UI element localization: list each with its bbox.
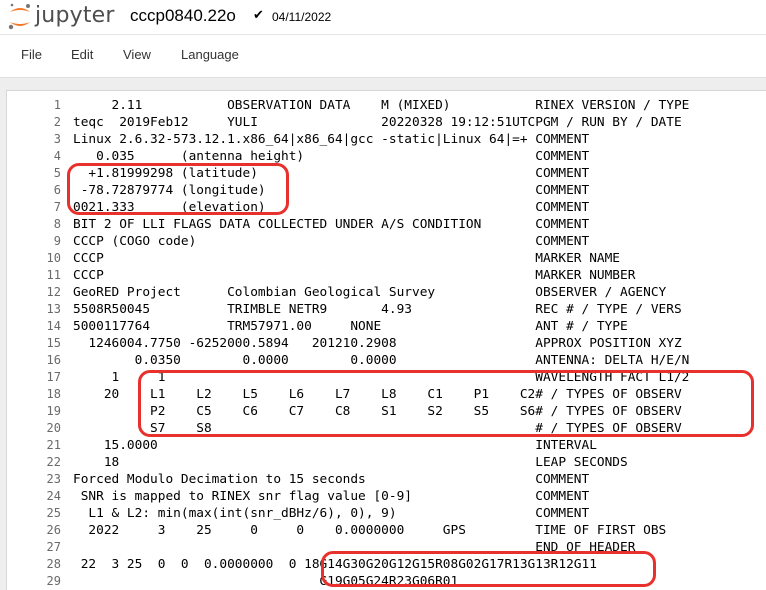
line-number: 14 bbox=[46, 319, 61, 333]
code-line[interactable]: L1 & L2: min(max(int(snr_dBHz/6), 0), 9)… bbox=[73, 506, 590, 521]
line-number: 1 bbox=[53, 98, 61, 112]
code-line[interactable]: BIT 2 OF LLI FLAGS DATA COLLECTED UNDER … bbox=[73, 217, 590, 232]
code-line[interactable]: 18 LEAP SECONDS bbox=[73, 455, 628, 470]
line-number: 5 bbox=[53, 166, 61, 180]
menu-view[interactable]: View bbox=[123, 47, 151, 62]
line-number: 7 bbox=[53, 200, 61, 214]
jupyter-logo-icon[interactable] bbox=[6, 2, 34, 32]
annotation-box-coordinates bbox=[67, 163, 289, 215]
code-line[interactable]: 5508R50045 TRIMBLE NETR9 4.93 REC # / TY… bbox=[73, 302, 682, 317]
annotation-box-observation-types bbox=[138, 370, 754, 437]
code-line[interactable]: 2.11 OBSERVATION DATA M (MIXED) RINEX VE… bbox=[73, 98, 690, 113]
line-number: 25 bbox=[46, 506, 61, 520]
line-number: 24 bbox=[46, 489, 61, 503]
code-line[interactable]: 0021.333 (elevation) COMMENT bbox=[73, 200, 590, 215]
line-number: 2 bbox=[53, 115, 61, 129]
line-number: 18 bbox=[46, 387, 61, 401]
line-number: 8 bbox=[53, 217, 61, 231]
line-number: 26 bbox=[46, 523, 61, 537]
code-line[interactable]: teqc 2019Feb12 YULI 20220328 19:12:51UTC… bbox=[73, 115, 682, 130]
code-line[interactable]: 2022 3 25 0 0 0.0000000 GPS TIME OF FIRS… bbox=[73, 523, 667, 538]
notebook-header: jupyter cccp0840.22o ✔ 04/11/2022 bbox=[0, 0, 766, 34]
file-content[interactable]: 2.11 OBSERVATION DATA M (MIXED) RINEX VE… bbox=[73, 97, 689, 590]
line-number-gutter: 1 2 3 4 5 6 7 8 9 10 11 12 13 14 15 16 17 18 19 20 21 22 23 24 2… bbox=[7, 97, 65, 590]
code-line[interactable]: -78.72879774 (longitude) COMMENT bbox=[73, 183, 590, 198]
code-line[interactable]: 0.0350 0.0000 0.0000 ANTENNA: DELTA H/E/… bbox=[73, 353, 690, 368]
line-number: 10 bbox=[46, 251, 61, 265]
line-number: 29 bbox=[46, 574, 61, 588]
line-number: 13 bbox=[46, 302, 61, 316]
menu-file[interactable]: File bbox=[21, 47, 42, 62]
line-number: 27 bbox=[46, 540, 61, 554]
line-number: 21 bbox=[46, 438, 61, 452]
annotation-box-satellite-list bbox=[321, 551, 656, 587]
code-line[interactable]: 22 3 25 0 0 0.0000000 0 18G14G30G20G12G1… bbox=[73, 557, 597, 572]
code-line[interactable]: 1246004.7750 -6252000.5894 201210.2908 A… bbox=[73, 336, 682, 351]
line-number: 28 bbox=[46, 557, 61, 571]
line-number: 19 bbox=[46, 404, 61, 418]
code-line[interactable]: 0.035 (antenna height) COMMENT bbox=[73, 149, 590, 164]
line-number: 4 bbox=[53, 149, 61, 163]
code-line[interactable]: GeoRED Project Colombian Geological Surv… bbox=[73, 285, 667, 300]
line-number: 9 bbox=[53, 234, 61, 248]
last-modified-date: 04/11/2022 bbox=[272, 10, 332, 24]
code-line[interactable]: CCCP MARKER NUMBER bbox=[73, 268, 636, 283]
line-number: 23 bbox=[46, 472, 61, 486]
code-line[interactable]: CCCP MARKER NAME bbox=[73, 251, 621, 266]
text-editor[interactable]: 1 2 3 4 5 6 7 8 9 10 11 12 13 14 15 16 17 18 19 20 21 22 23 24 2… bbox=[6, 90, 766, 590]
line-number: 22 bbox=[46, 455, 61, 469]
code-line[interactable]: +1.81999298 (latitude) COMMENT bbox=[73, 166, 590, 181]
code-line[interactable]: Linux 2.6.32-573.12.1.x86_64|x86_64|gcc … bbox=[73, 132, 590, 147]
line-number: 17 bbox=[46, 370, 61, 384]
line-number: 20 bbox=[46, 421, 61, 435]
code-line[interactable]: 15.0000 INTERVAL bbox=[73, 438, 597, 453]
line-number: 11 bbox=[46, 268, 61, 282]
jupyter-wordmark[interactable]: jupyter bbox=[35, 3, 115, 28]
code-line[interactable]: Forced Modulo Decimation to 15 seconds C… bbox=[73, 472, 590, 487]
code-line[interactable]: SNR is mapped to RINEX snr flag value [0… bbox=[73, 489, 590, 504]
saved-check-icon: ✔ bbox=[253, 7, 264, 22]
code-line[interactable]: 20 L1 L2 L5 L6 L7 L8 C1 P1 C2# / TYPES O… bbox=[73, 387, 682, 402]
code-line[interactable]: P2 C5 C6 C7 C8 S1 S2 S5 S6# / TYPES OF O… bbox=[73, 404, 682, 419]
line-number: 3 bbox=[53, 132, 61, 146]
code-line[interactable]: 5000117764 TRM57971.00 NONE ANT # / TYPE bbox=[73, 319, 628, 334]
line-number: 12 bbox=[46, 285, 61, 299]
menu-language[interactable]: Language bbox=[181, 47, 239, 62]
line-number: 15 bbox=[46, 336, 61, 350]
line-number: 16 bbox=[46, 353, 61, 367]
code-line[interactable]: 1 1 WAVELENGTH FACT L1/2 bbox=[73, 370, 690, 385]
code-line[interactable]: S7 S8 # / TYPES OF OBSERV bbox=[73, 421, 682, 436]
code-line[interactable]: CCCP (COGO code) COMMENT bbox=[73, 234, 590, 249]
menu-bar: File Edit View Language bbox=[0, 34, 766, 78]
notebook-name[interactable]: cccp0840.22o bbox=[130, 6, 236, 25]
line-number: 6 bbox=[53, 183, 61, 197]
menu-edit[interactable]: Edit bbox=[71, 47, 94, 62]
